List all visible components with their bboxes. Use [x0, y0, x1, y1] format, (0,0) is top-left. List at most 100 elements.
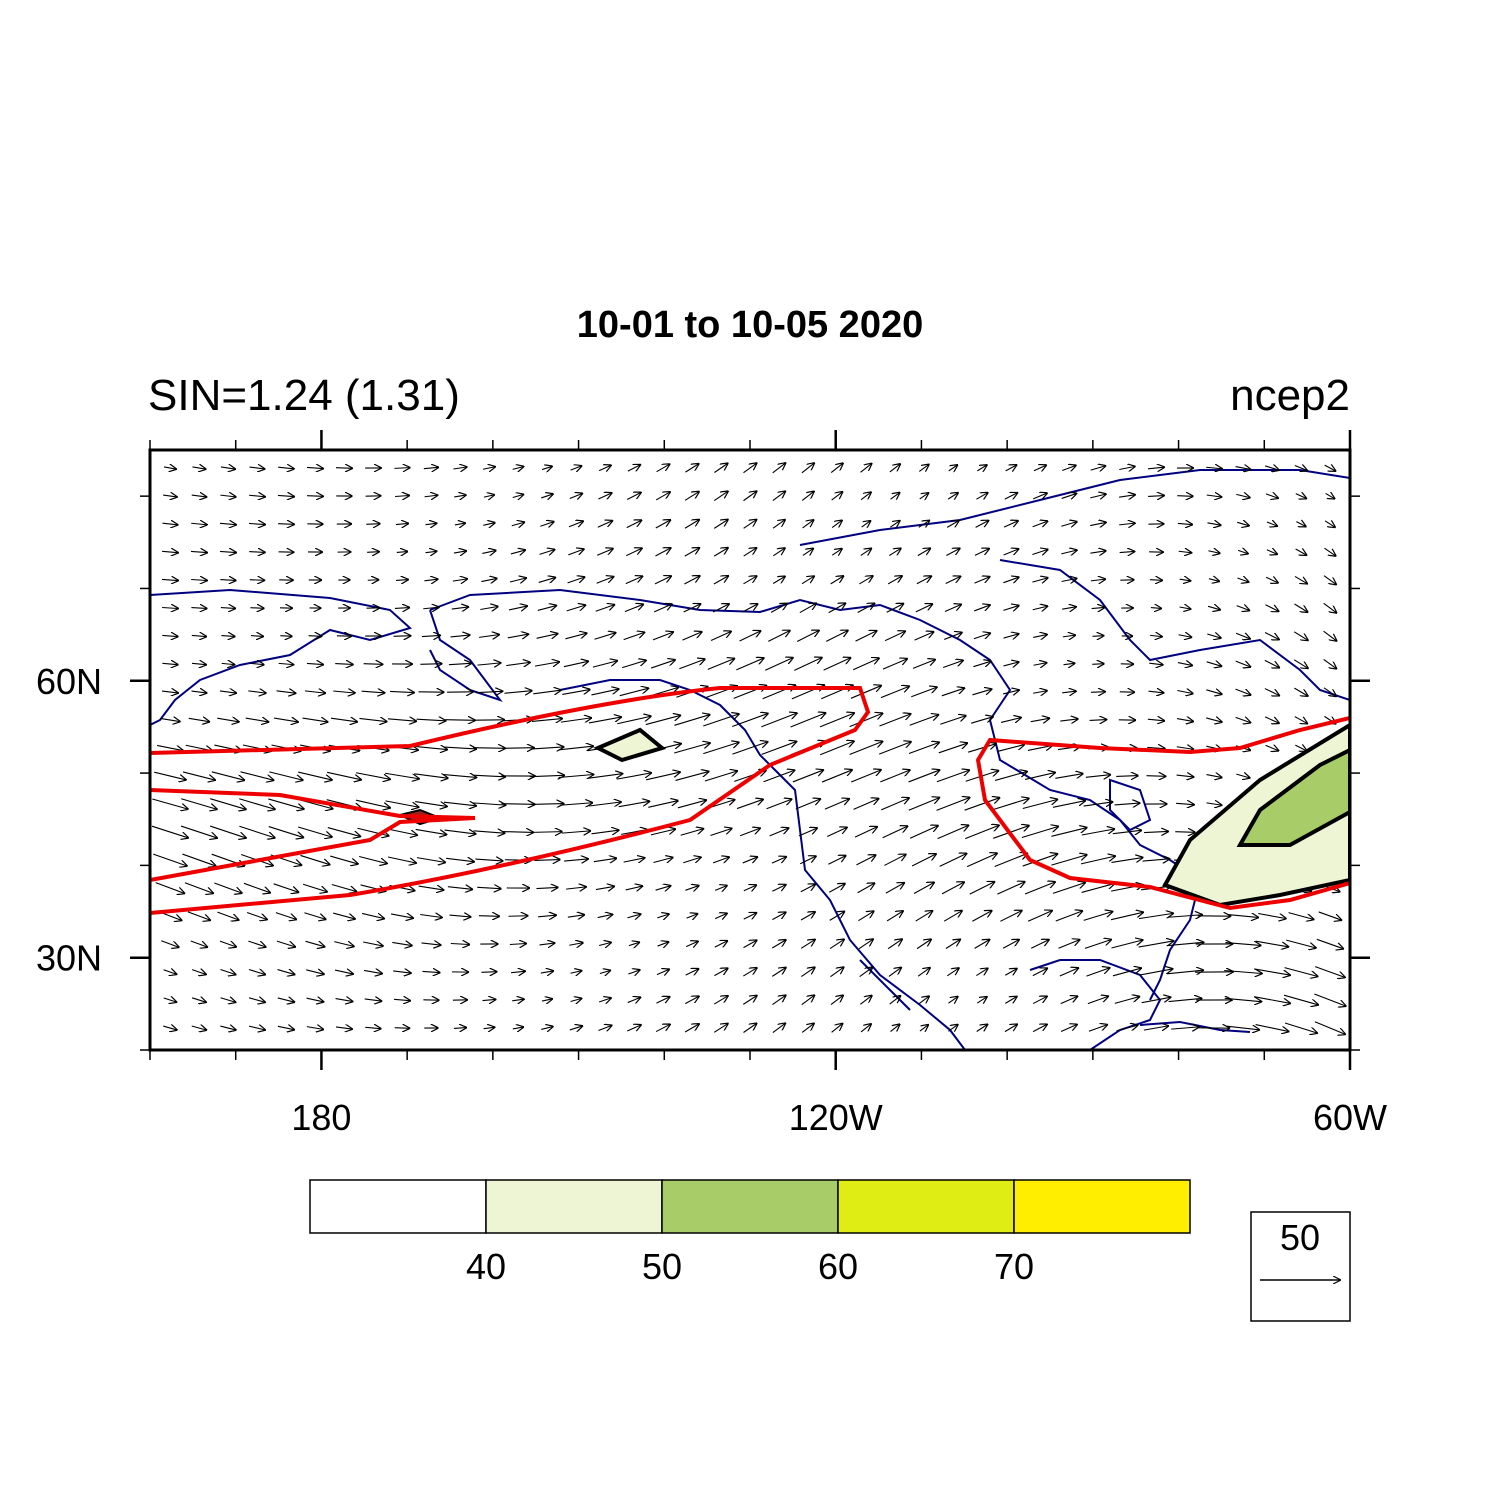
wind-vector — [279, 663, 294, 664]
wind-vector — [188, 912, 210, 920]
wind-vector — [569, 521, 583, 526]
wind-vector — [599, 465, 611, 470]
wind-vector — [192, 691, 207, 693]
wind-vector — [970, 882, 994, 894]
wind-vector — [824, 658, 851, 670]
wind-vector — [624, 858, 645, 862]
wind-vector — [191, 551, 207, 552]
wind-vector — [212, 772, 244, 780]
wind-vector — [247, 912, 267, 919]
wind-vector — [221, 970, 236, 975]
wind-vector — [942, 688, 964, 696]
wind-vector — [617, 716, 650, 724]
wind-vector — [937, 798, 970, 811]
wind-vector — [364, 664, 383, 665]
wind-vector — [797, 631, 819, 642]
wind-vector — [571, 466, 582, 470]
wind-vector — [532, 832, 561, 833]
wind-vector — [417, 858, 445, 863]
wind-vector — [511, 550, 525, 554]
wind-vector — [1061, 1025, 1077, 1032]
wind-vector — [743, 1023, 756, 1032]
wind-vector — [620, 688, 648, 695]
wind-vector — [686, 969, 699, 975]
wind-vector — [832, 492, 843, 500]
wind-vector — [1033, 635, 1047, 638]
wind-vector — [217, 718, 239, 722]
wind-vector — [653, 632, 673, 640]
wind-vector — [512, 522, 524, 525]
wind-vector — [1090, 720, 1107, 721]
wind-vector — [676, 772, 709, 781]
wind-vector — [1086, 775, 1110, 778]
wind-vector — [566, 887, 586, 889]
wind-vector — [599, 943, 611, 946]
wind-vector — [480, 606, 497, 609]
wind-vector — [976, 493, 987, 499]
wind-vector — [395, 495, 409, 496]
wind-vector — [743, 857, 757, 863]
wind-vector — [268, 799, 303, 809]
wind-vector — [396, 580, 408, 581]
wind-vector — [943, 660, 963, 667]
wind-vector — [1032, 550, 1047, 555]
wind-vector — [802, 995, 815, 1004]
wind-vector — [1258, 913, 1286, 918]
wind-vector — [192, 495, 207, 497]
wind-vector — [851, 770, 881, 782]
wind-vector — [995, 853, 1028, 866]
wind-vector — [622, 660, 646, 667]
wind-vector — [1142, 997, 1171, 1002]
wind-vector — [1256, 1025, 1289, 1032]
wind-vector — [309, 636, 322, 637]
wind-vector — [278, 970, 295, 975]
wind-vector — [1151, 608, 1161, 609]
wind-vector — [685, 996, 698, 1003]
wind-vector — [828, 856, 845, 865]
wind-vector — [714, 576, 728, 584]
wind-vector — [475, 859, 502, 861]
wind-vector — [422, 971, 439, 972]
wind-vector — [853, 658, 879, 670]
wind-vector — [185, 883, 213, 894]
wind-vector — [479, 635, 499, 638]
colorbar-box — [310, 1180, 486, 1233]
wind-vector — [538, 606, 556, 611]
wind-vector — [157, 745, 183, 750]
wind-vector — [714, 996, 728, 1004]
wind-vector — [164, 467, 176, 469]
wind-vector — [1295, 745, 1306, 751]
wind-vector — [214, 883, 241, 893]
wind-vector — [628, 465, 640, 471]
wind-vector — [160, 718, 179, 721]
wind-vector — [1090, 551, 1105, 553]
wind-vector — [278, 1026, 294, 1029]
wind-vector — [1148, 719, 1164, 721]
wind-vector — [800, 603, 816, 612]
wind-vector — [366, 524, 379, 525]
wind-vector — [449, 663, 471, 664]
wind-vector — [1295, 576, 1307, 583]
wind-vector — [919, 996, 929, 1003]
wind-vector — [249, 969, 265, 974]
wind-vector — [1177, 775, 1194, 777]
wind-vector — [619, 801, 650, 806]
left-string: SIN=1.24 (1.31) — [148, 371, 460, 420]
wind-vector — [1324, 548, 1335, 556]
wind-vector — [859, 576, 872, 584]
wind-vector — [648, 801, 677, 808]
wind-vector — [654, 604, 672, 612]
wind-vector — [1294, 688, 1307, 696]
wind-vector — [277, 691, 296, 693]
wind-vector — [679, 659, 704, 669]
wind-vector — [509, 606, 527, 610]
wind-vector — [831, 463, 843, 472]
wind-vector — [938, 825, 969, 838]
wind-vector — [249, 495, 265, 496]
wind-vector — [535, 662, 559, 666]
wind-vector — [715, 886, 727, 891]
wind-vector — [656, 1024, 670, 1031]
wind-vector — [388, 857, 416, 863]
wind-vector — [678, 800, 706, 808]
wind-vector — [562, 690, 589, 695]
